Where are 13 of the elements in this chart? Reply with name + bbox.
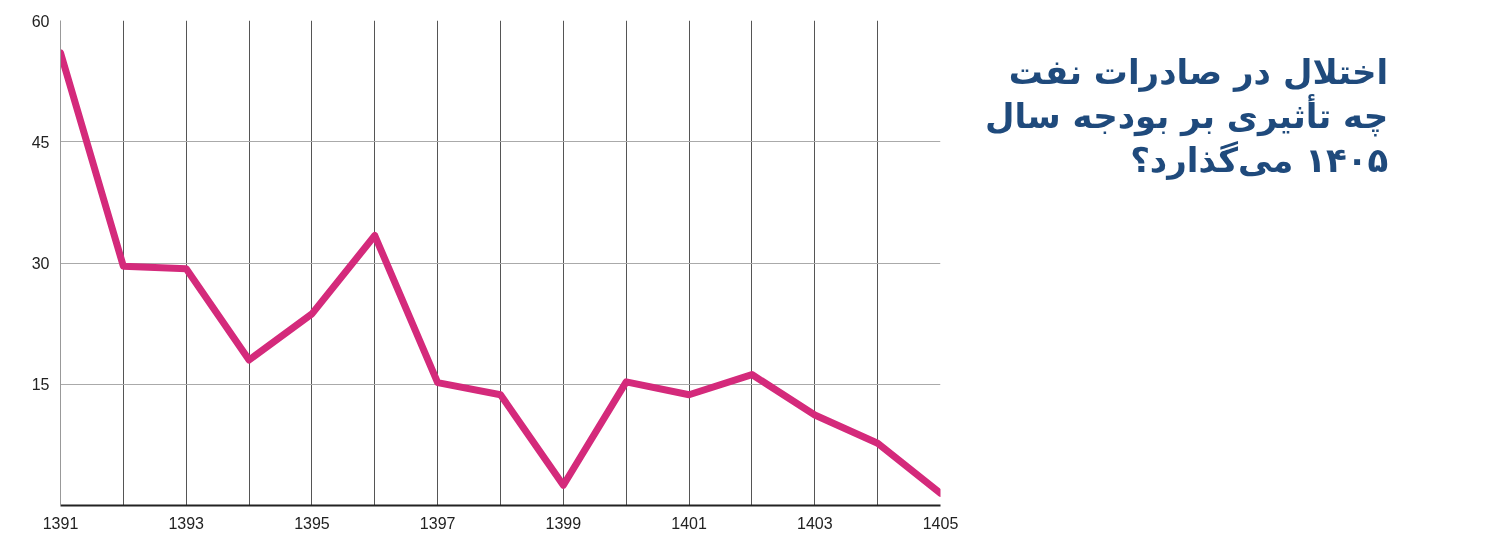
text: اختلال در صادرات نفت چه تأثیری بر بودجه سال ۱۴۰۵ می‌گذارد؟ [985,51,1389,183]
x-tick-label: 1401 [671,514,707,532]
x-tick-label: 1395 [294,514,330,532]
y-tick-label: 45 [31,133,50,151]
y-tick-label: 60 [31,12,50,30]
y-tick-label: 30 [31,255,50,272]
x-tick-label: 1399 [545,514,582,532]
x-tick-label: 1391 [42,514,79,532]
y-tick-label: 15 [31,376,50,394]
x-tick-label: 1393 [168,514,205,532]
x-tick-label: 1397 [419,514,456,532]
x-tick-label: 1405 [922,514,959,532]
x-tick-label: 1403 [796,514,833,532]
